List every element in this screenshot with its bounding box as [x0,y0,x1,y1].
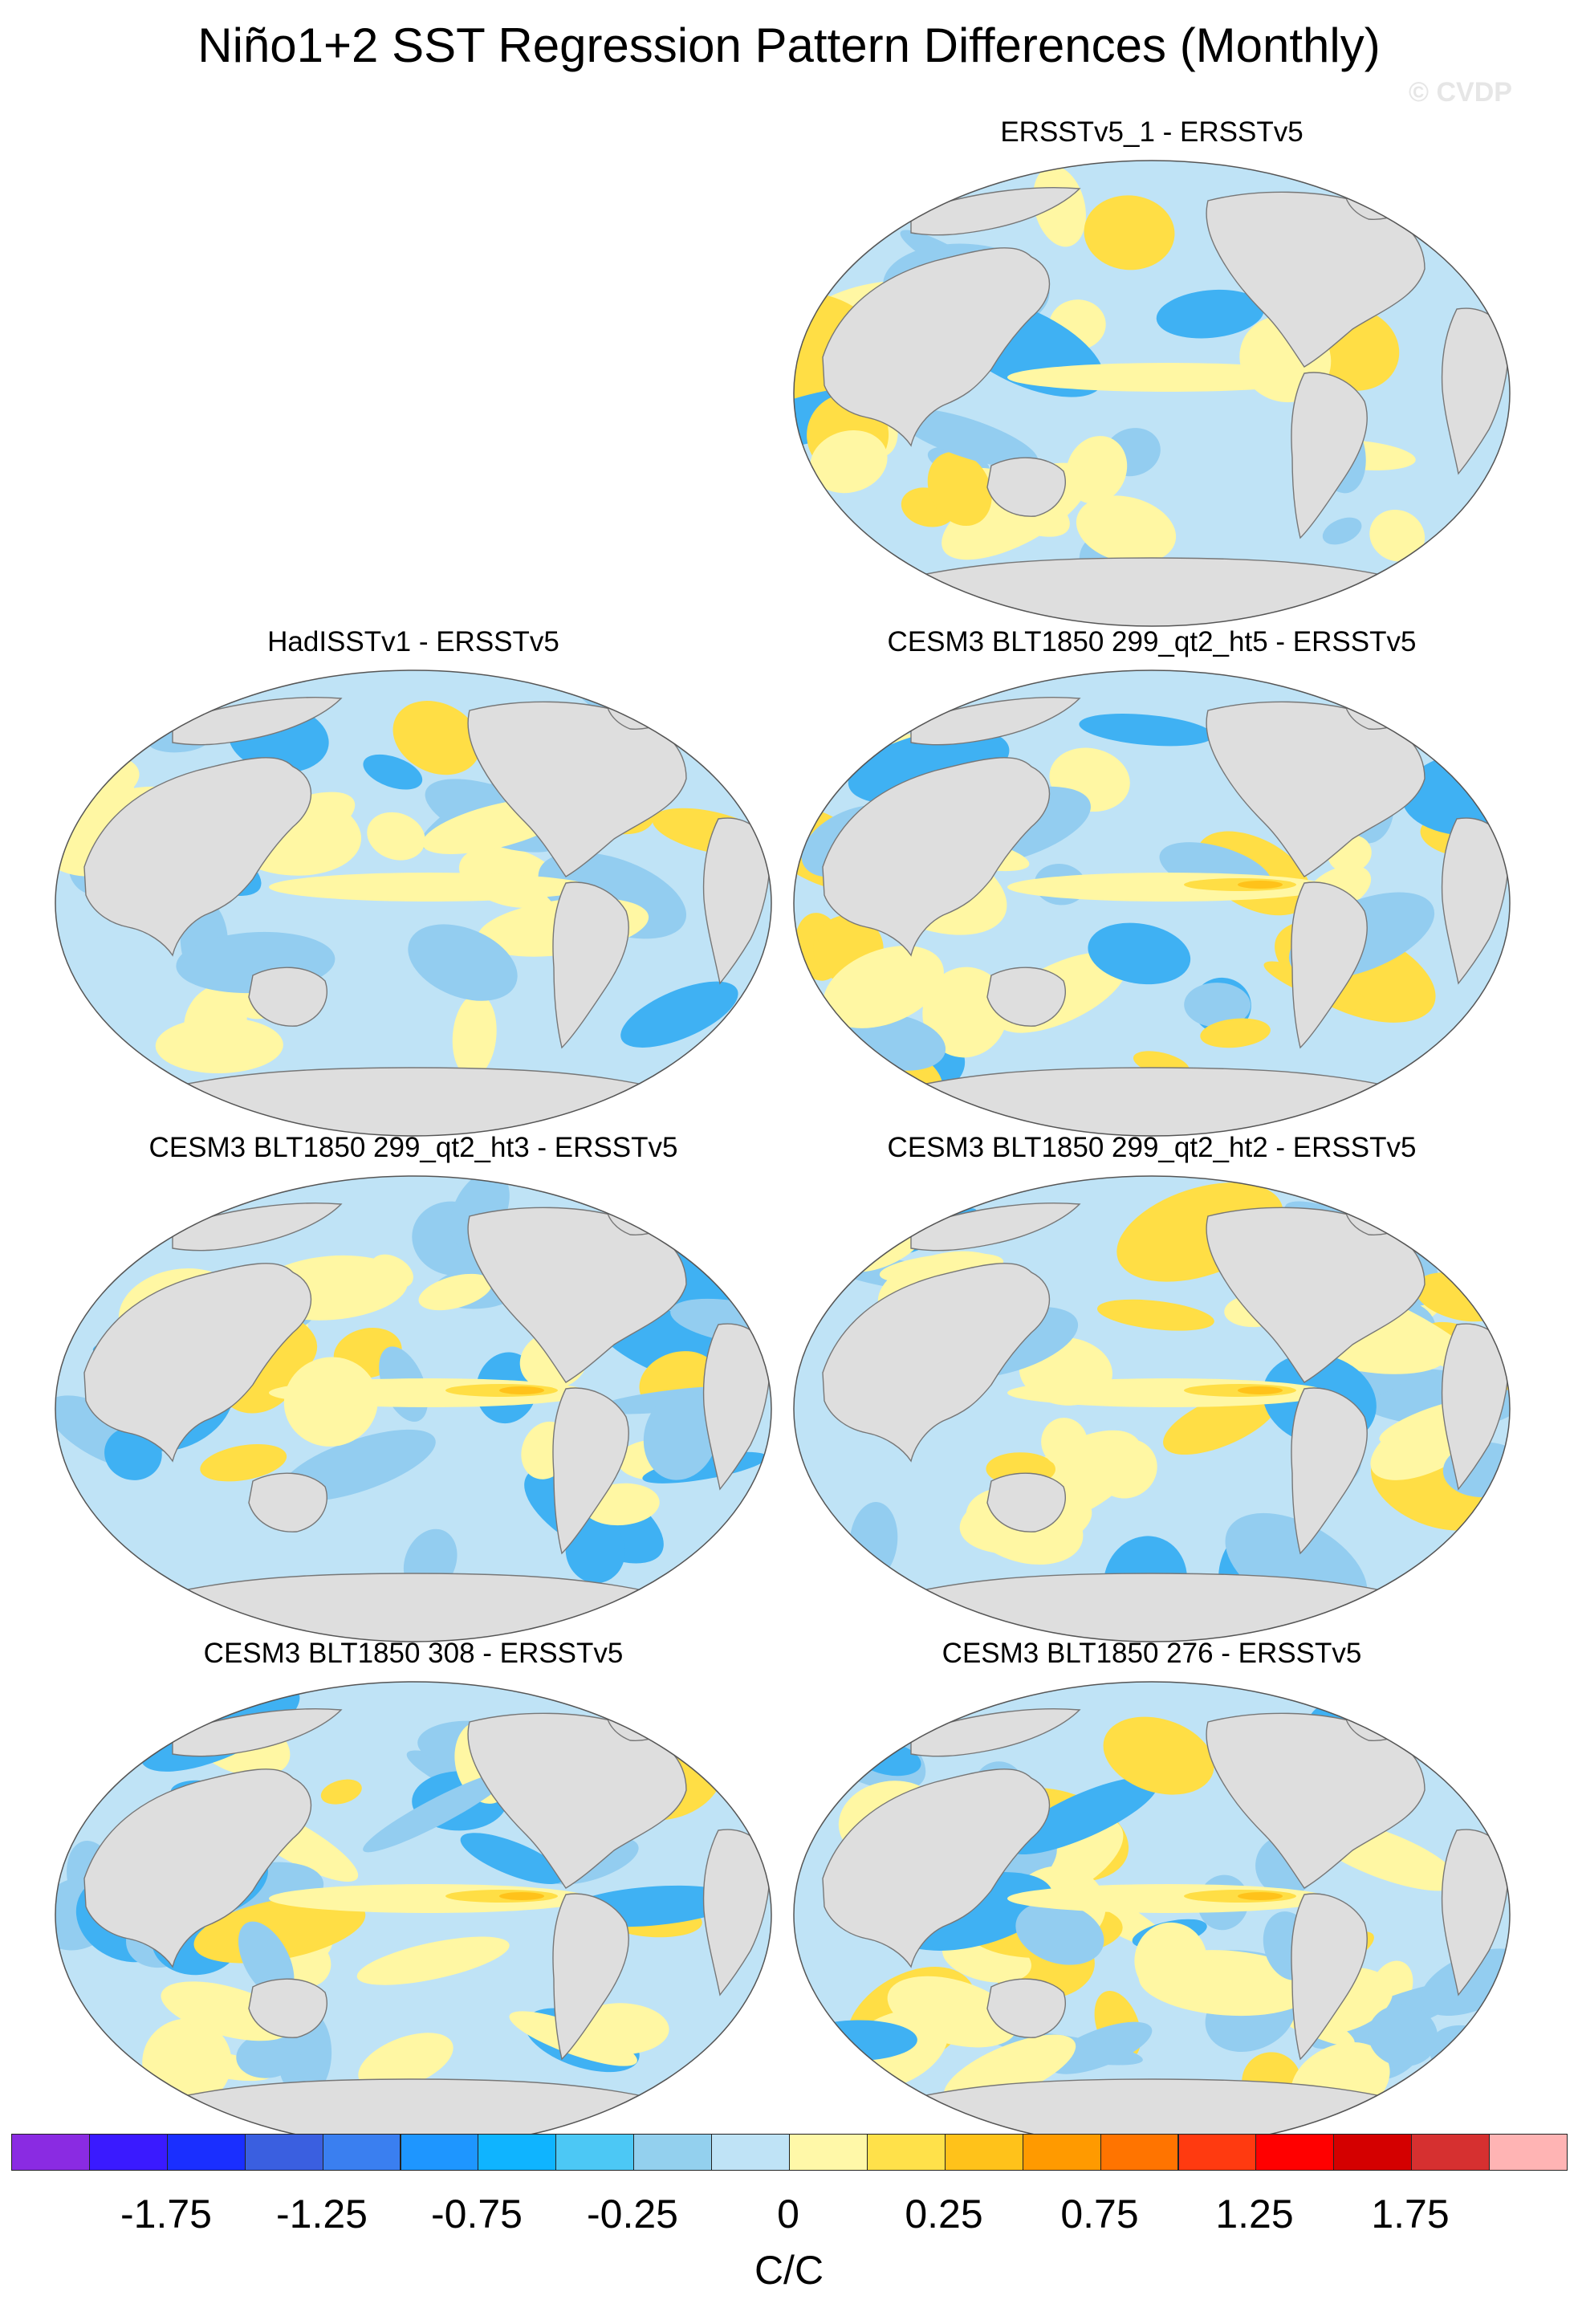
panel-title: CESM3 BLT1850 299_qt2_ht5 - ERSSTv5 [887,626,1417,657]
map-panel-3: CESM3 BLT1850 299_qt2_ht5 - ERSSTv5 [791,626,1513,1140]
map-panel-5: CESM3 BLT1850 299_qt2_ht2 - ERSSTv5 [791,1132,1513,1646]
colorbar-tick-label: -1.25 [276,2192,368,2236]
colorbar-tick-label: -0.25 [587,2192,678,2236]
cvdp-watermark: © CVDP [1409,77,1512,108]
world-map [793,1681,1511,2148]
map-panel-6: CESM3 BLT1850 308 - ERSSTv5 [52,1638,775,2151]
panel-title: CESM3 BLT1850 299_qt2_ht3 - ERSSTv5 [148,1132,678,1163]
world-map [793,670,1511,1137]
colorbar-box [789,2134,868,2171]
colorbar-box [1333,2134,1413,2171]
colorbar-box [166,2134,246,2171]
world-map [793,1175,1511,1642]
colorbar-box [1177,2134,1257,2171]
colorbar-box [555,2134,635,2171]
colorbar-box [633,2134,713,2171]
colorbar-box [400,2134,479,2171]
panel-title: ERSSTv5_1 - ERSSTv5 [1000,116,1303,148]
panel-title: CESM3 BLT1850 276 - ERSSTv5 [942,1638,1362,1669]
colorbar-tick-label: -1.75 [120,2192,212,2236]
map-panel-4: CESM3 BLT1850 299_qt2_ht3 - ERSSTv5 [52,1132,775,1646]
colorbar-box [1100,2134,1179,2171]
panel-title: CESM3 BLT1850 299_qt2_ht2 - ERSSTv5 [887,1132,1417,1163]
page-title: Niño1+2 SST Regression Pattern Differenc… [197,18,1381,72]
colorbar-box [1411,2134,1491,2171]
map-panel-7: CESM3 BLT1850 276 - ERSSTv5 [791,1638,1513,2151]
colorbar-box [1489,2134,1568,2171]
colorbar-tick-label: 0.25 [905,2192,983,2236]
colorbar-tick-label: -0.75 [431,2192,523,2236]
colorbar-tick-label: 1.25 [1215,2192,1294,2236]
colorbar-box [866,2134,946,2171]
colorbar-units: C/C [754,2248,824,2293]
map-panel-2: HadISSTv1 - ERSSTv5 [52,626,775,1140]
map-panel-1: ERSSTv5_1 - ERSSTv5 [791,116,1513,630]
world-map [793,160,1511,627]
colorbar-box [1022,2134,1101,2171]
colorbar-tick-label: 0.75 [1060,2192,1139,2236]
colorbar-box [88,2134,168,2171]
colorbar [11,2134,1568,2172]
colorbar-tick-label: 1.75 [1371,2192,1450,2236]
colorbar-box [478,2134,557,2171]
colorbar-box [244,2134,323,2171]
colorbar-box [711,2134,790,2171]
panel-title: HadISSTv1 - ERSSTv5 [267,626,559,657]
colorbar-box [322,2134,401,2171]
world-map [55,670,772,1137]
colorbar-box [944,2134,1023,2171]
colorbar-tick-label: 0 [777,2192,799,2236]
panel-title: CESM3 BLT1850 308 - ERSSTv5 [203,1638,624,1669]
world-map [55,1175,772,1642]
colorbar-box [11,2134,90,2171]
world-map [55,1681,772,2148]
colorbar-box [1255,2134,1335,2171]
